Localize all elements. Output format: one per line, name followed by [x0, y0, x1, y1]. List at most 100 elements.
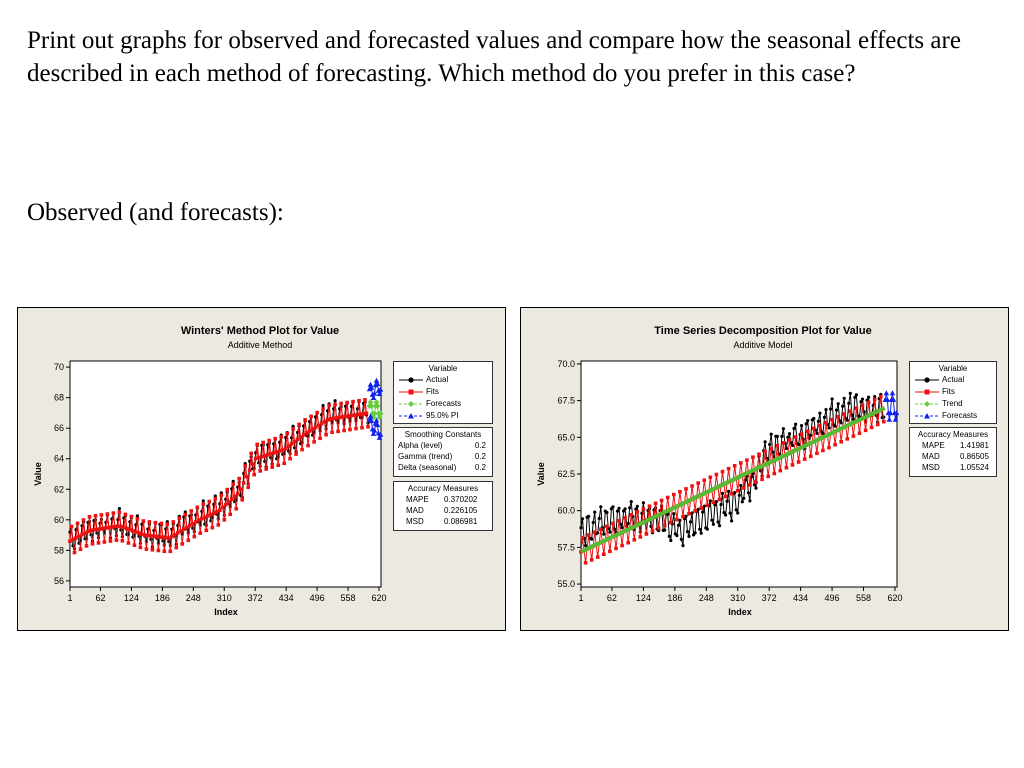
decomposition-actual-point — [848, 391, 852, 395]
decomposition-fits-point — [678, 490, 682, 494]
decomposition-actual-point — [687, 534, 691, 538]
winters-fits-point — [137, 531, 141, 535]
accuracy-title: Accuracy Measures — [917, 430, 989, 439]
winters-fits-point — [363, 398, 367, 402]
decomposition-fits-point — [705, 503, 710, 507]
winters-fits-point — [87, 515, 92, 519]
decomposition-actual-point — [746, 491, 750, 495]
decomposition-actual-point — [719, 502, 723, 507]
decomposition-actual-point — [847, 401, 851, 405]
winters-fits-point — [237, 476, 241, 481]
winters-fits-point — [250, 462, 255, 466]
decomposition-actual-point — [699, 531, 703, 535]
decomposition-actual-point — [873, 395, 877, 399]
winters-fits-point — [164, 535, 168, 540]
decomposition-actual-point — [748, 499, 752, 503]
decomposition-actual-point — [690, 511, 694, 515]
decomposition-actual-point — [816, 419, 820, 423]
decomposition-fits-point — [650, 529, 655, 533]
winters-fits-point — [342, 428, 346, 433]
decomposition-actual-point — [701, 510, 705, 514]
decomposition-actual-point — [579, 526, 583, 530]
winters-fits-point — [90, 542, 95, 546]
decomposition-actual-point — [794, 422, 798, 426]
decomposition-actual-point — [689, 520, 693, 524]
winters-fits-point — [331, 416, 336, 421]
winters-fits-point — [95, 527, 99, 532]
decomposition-actual-point — [730, 519, 734, 523]
legend-item-pi: 95.0% PI — [394, 410, 492, 422]
decomposition-actual-point — [763, 440, 767, 444]
decomposition-fits-point — [665, 495, 670, 500]
decomposition-actual-point — [821, 431, 825, 436]
decomposition-fits-point — [821, 448, 825, 453]
winters-fits-point — [285, 431, 289, 436]
accuracy-row-mad: MAD 0.226105 — [406, 506, 478, 515]
winters-fits-point — [351, 399, 355, 404]
winters-fits-point — [267, 438, 271, 443]
decomposition-actual-point — [714, 500, 718, 504]
winters-x-tick-label: 124 — [124, 593, 139, 603]
decomposition-x-tick-label: 620 — [887, 593, 902, 603]
decomposition-fits-point — [696, 481, 700, 485]
decomposition-actual-point — [736, 511, 740, 515]
decomposition-fits-point — [784, 465, 789, 470]
decomposition-fits-point — [723, 494, 728, 499]
winters-fits-point — [177, 516, 182, 521]
decomposition-fits-point — [732, 464, 737, 468]
winters-fits-point — [334, 416, 339, 420]
winters-fits-point — [295, 437, 300, 442]
winters-fits-point — [117, 510, 122, 514]
winters-fits-point — [132, 543, 137, 547]
decomposition-actual-point — [672, 512, 676, 516]
winters-fits-point — [279, 435, 283, 439]
winters-fits-point — [192, 534, 197, 539]
decomposition-fits-point — [644, 532, 649, 536]
winters-legend: Variable Actual Fits Forecasts 95.0% PI — [393, 361, 493, 424]
winters-fits-point — [241, 481, 246, 485]
winters-fits-point — [292, 439, 297, 444]
decomposition-actual-point — [812, 416, 816, 421]
decomposition-fits-point — [611, 521, 615, 526]
winters-fits-point — [138, 545, 143, 550]
decomposition-fits-point — [714, 472, 719, 477]
winters-fits-point — [312, 440, 316, 444]
winters-fits-point — [226, 500, 231, 504]
winters-fits-point — [197, 518, 201, 522]
decomposition-actual-point — [676, 523, 680, 527]
winters-fits-point — [158, 535, 162, 539]
winters-fits-point — [244, 474, 249, 479]
decomposition-trend-line — [580, 406, 886, 554]
winters-fits-point — [183, 512, 188, 517]
decomposition-fits-point — [669, 520, 673, 525]
decomposition-forecast-line — [884, 393, 897, 420]
winters-fits-point — [150, 548, 155, 552]
winters-fits-point — [200, 516, 204, 521]
winters-fits-point — [120, 539, 125, 543]
winters-fits-point — [155, 534, 159, 539]
legend-item-forecasts: Forecasts — [394, 398, 492, 410]
winters-y-tick-label: 56 — [54, 576, 64, 586]
winters-fits-point — [235, 491, 240, 496]
decomposition-actual-point — [615, 509, 620, 513]
winters-fits-point — [207, 499, 212, 504]
winters-fits-point — [336, 429, 340, 434]
decomposition-fits-point — [659, 498, 664, 503]
winters-actual-point — [291, 424, 295, 428]
winters-fits-point — [152, 534, 156, 538]
winters-fits-point — [240, 498, 244, 502]
decomposition-fits-point — [748, 483, 752, 487]
decomposition-y-tick-label: 57.5 — [557, 542, 575, 552]
winters-fits-point — [93, 514, 98, 518]
decomposition-fits-point — [745, 458, 749, 462]
decomposition-fits-point — [739, 461, 743, 465]
winters-fits-point — [280, 448, 285, 452]
winters-fits-point — [252, 472, 256, 477]
decomposition-actual-point — [716, 520, 720, 524]
decomposition-plot-panel: Time Series Decomposition Plot for Value… — [520, 307, 1009, 631]
decomposition-actual-point — [860, 397, 865, 401]
winters-fits-point — [174, 545, 179, 550]
winters-fits-point — [307, 429, 312, 433]
winters-fits-point — [333, 402, 337, 407]
decomposition-fits-point — [629, 513, 633, 517]
